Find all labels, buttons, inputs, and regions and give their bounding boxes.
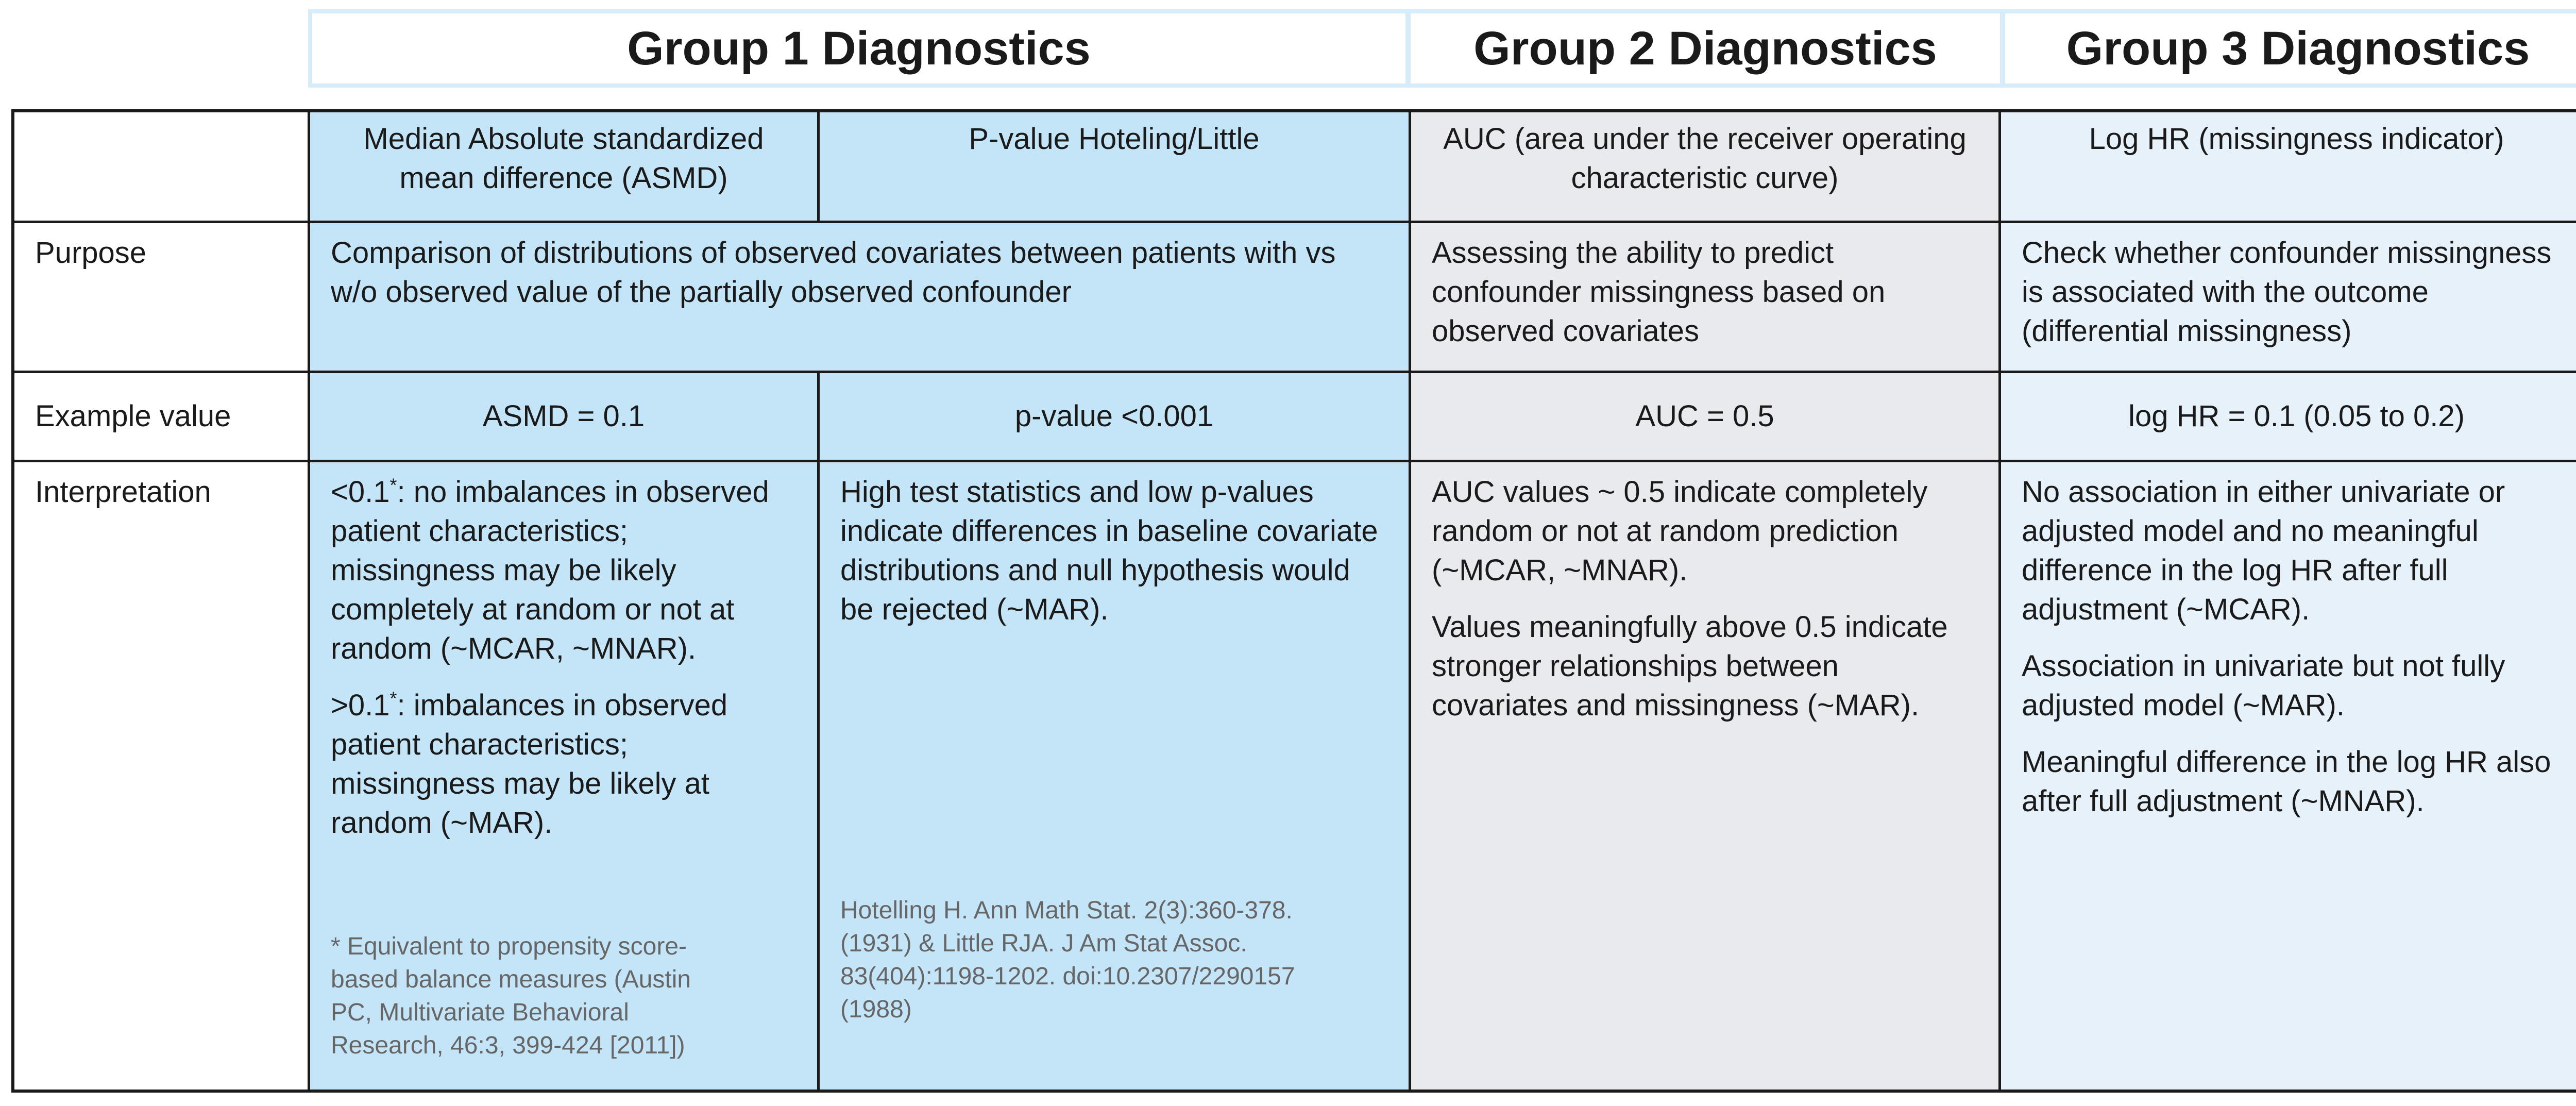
loghr-paragraph-3: Meaningful difference in the log HR also… bbox=[2022, 745, 2551, 818]
group2-header: Group 2 Diagnostics bbox=[1406, 9, 2004, 88]
grid-line bbox=[14, 371, 2576, 373]
row-label-interpretation: Interpretation bbox=[35, 475, 211, 509]
column-header-asmd: Median Absolute standardized mean differ… bbox=[310, 112, 817, 221]
purpose-group3: Check whether confounder missingness is … bbox=[2001, 223, 2576, 371]
column-header-loghr-text: Log HR (missingness indicator) bbox=[2089, 122, 2504, 156]
group1-header: Group 1 Diagnostics bbox=[308, 9, 1410, 88]
pvalue-paragraph: High test statistics and low p-values in… bbox=[840, 475, 1378, 626]
pvalue-reference: Hotelling H. Ann Math Stat. 2(3):360-378… bbox=[840, 897, 1295, 1023]
auc-paragraph-1: AUC values ~ 0.5 indicate completely ran… bbox=[1432, 475, 1928, 587]
column-header-pvalue: P-value Hoteling/Little bbox=[820, 112, 1409, 221]
interpretation-loghr: No association in either univariate or a… bbox=[2001, 462, 2576, 1090]
grid-line bbox=[817, 112, 820, 223]
asmd-paragraph-1: <0.1*: no imbalances in observed patient… bbox=[331, 474, 769, 665]
grid-line bbox=[1409, 112, 1411, 1090]
asmd-footnote: * Equivalent to propensity score-based b… bbox=[331, 933, 691, 1059]
column-header-auc-text: AUC (area under the receiver operating c… bbox=[1443, 122, 1967, 195]
diagnostics-table: Median Absolute standardized mean differ… bbox=[11, 109, 2576, 1093]
group3-header: Group 3 Diagnostics bbox=[2001, 9, 2576, 88]
grid-line bbox=[817, 373, 820, 1090]
example-asmd: ASMD = 0.1 bbox=[310, 373, 817, 460]
auc-paragraph-2: Values meaningfully above 0.5 indicate s… bbox=[1432, 610, 1948, 722]
column-header-pvalue-text: P-value Hoteling/Little bbox=[969, 122, 1260, 156]
loghr-paragraph-1: No association in either univariate or a… bbox=[2022, 475, 2505, 626]
asmd-paragraph-2: >0.1*: imbalances in observed patient ch… bbox=[331, 688, 728, 840]
row-label-purpose: Purpose bbox=[35, 236, 147, 270]
interpretation-auc: AUC values ~ 0.5 indicate completely ran… bbox=[1411, 462, 1998, 1090]
example-auc: AUC = 0.5 bbox=[1411, 373, 1998, 460]
column-header-loghr: Log HR (missingness indicator) bbox=[2001, 112, 2576, 221]
grid-line bbox=[1998, 112, 2001, 1090]
purpose-group2: Assessing the ability to predict confoun… bbox=[1411, 223, 1998, 371]
grid-line bbox=[308, 112, 310, 1090]
purpose-group3-text: Check whether confounder missingness is … bbox=[2022, 236, 2552, 348]
grid-line bbox=[14, 221, 2576, 223]
row-label-example: Example value bbox=[35, 399, 231, 433]
example-pvalue: p-value <0.001 bbox=[820, 373, 1409, 460]
purpose-group2-text: Assessing the ability to predict confoun… bbox=[1432, 236, 1886, 348]
interpretation-pvalue: High test statistics and low p-values in… bbox=[820, 462, 1409, 1090]
loghr-paragraph-2: Association in univariate but not fully … bbox=[2022, 649, 2505, 722]
example-loghr: log HR = 0.1 (0.05 to 0.2) bbox=[2001, 373, 2576, 460]
grid-line bbox=[14, 460, 2576, 462]
column-header-auc: AUC (area under the receiver operating c… bbox=[1411, 112, 1998, 221]
column-header-asmd-text: Median Absolute standardized mean differ… bbox=[363, 122, 764, 195]
purpose-group1: Comparison of distributions of observed … bbox=[310, 223, 1409, 371]
purpose-group1-text: Comparison of distributions of observed … bbox=[331, 236, 1336, 309]
interpretation-asmd: <0.1*: no imbalances in observed patient… bbox=[310, 462, 817, 1090]
